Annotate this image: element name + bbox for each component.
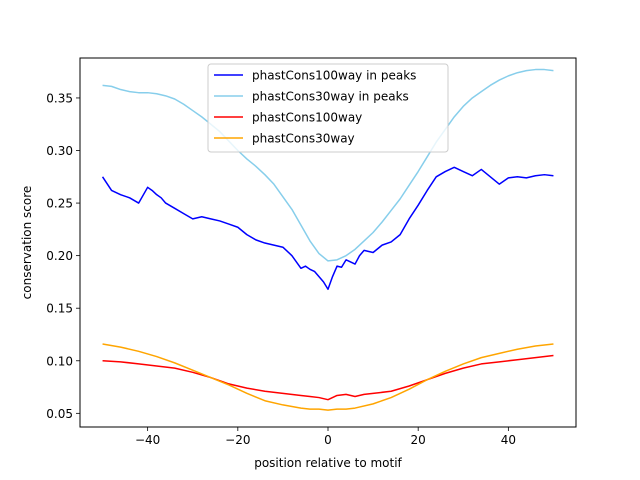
- y-tick-label: 0.15: [46, 302, 73, 316]
- x-tick-label: 20: [411, 433, 426, 447]
- y-tick-label: 0.35: [46, 91, 73, 105]
- legend-label-4: phastCons30way: [252, 132, 355, 146]
- y-tick-label: 0.30: [46, 144, 73, 158]
- y-tick-label: 0.10: [46, 354, 73, 368]
- x-axis-title: position relative to motif: [254, 456, 402, 470]
- legend-frame: [207, 63, 449, 153]
- y-tick-label: 0.05: [46, 407, 73, 421]
- series-line-1: [101, 166, 554, 291]
- legend-label-2: phastCons30way in peaks: [252, 90, 409, 104]
- series-line-4: [102, 343, 554, 411]
- legend-label-1: phastCons100way in peaks: [252, 69, 416, 83]
- x-axis-ticks: −40 −20 0 20 40: [135, 427, 516, 447]
- x-tick-label: −40: [135, 433, 160, 447]
- series-lines: [101, 68, 554, 411]
- x-tick-label: 40: [501, 433, 516, 447]
- series-line-3: [102, 354, 554, 401]
- x-tick-label: −20: [225, 433, 250, 447]
- legend-label-3: phastCons100way: [252, 111, 362, 125]
- y-tick-label: 0.20: [46, 249, 73, 263]
- y-axis-title: conservation score: [20, 186, 34, 300]
- plot-area-frame: [79, 57, 577, 428]
- x-tick-label: 0: [324, 433, 332, 447]
- y-tick-label: 0.25: [46, 197, 73, 211]
- legend: phastCons100way in peaks phastCons30way i…: [207, 63, 449, 153]
- legend-entries: phastCons100way in peaks phastCons30way i…: [214, 69, 416, 146]
- series-line-2: [102, 68, 554, 262]
- y-axis-ticks: 0.05 0.10 0.15 0.20 0.25 0.30 0.35: [46, 91, 80, 421]
